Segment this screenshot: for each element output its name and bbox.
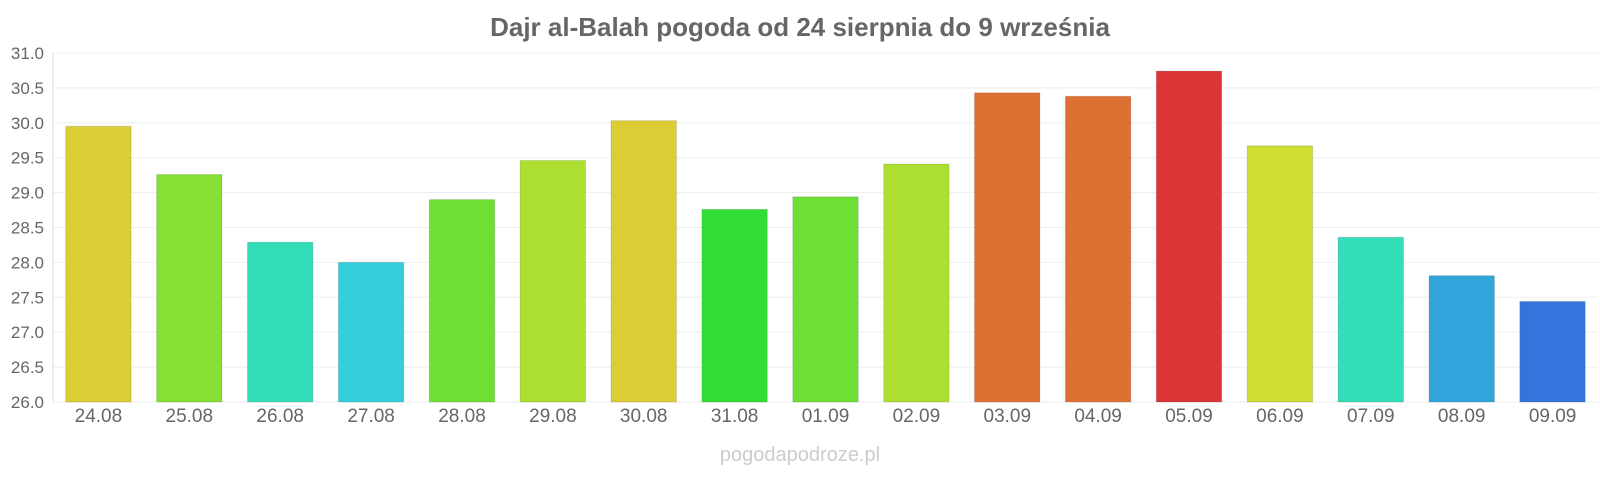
bar bbox=[701, 208, 768, 403]
y-tick-label: 31.0 bbox=[11, 44, 44, 63]
bar bbox=[1246, 145, 1314, 403]
bar bbox=[1337, 236, 1404, 403]
y-tick-label: 26.0 bbox=[11, 393, 44, 412]
x-tick-label: 08.09 bbox=[1438, 406, 1486, 427]
x-tick-label: 07.09 bbox=[1347, 406, 1395, 427]
bar bbox=[1155, 70, 1223, 403]
x-tick-label: 04.09 bbox=[1074, 406, 1122, 427]
bar bbox=[519, 160, 586, 403]
bar bbox=[1519, 301, 1586, 403]
y-tick-label: 26.5 bbox=[11, 358, 44, 377]
y-axis: 31.0 30.5 30.0 29.5 29.0 28.5 28.0 27.5 27.0 26.5… bbox=[11, 44, 54, 412]
x-tick-label: 02.09 bbox=[893, 406, 941, 427]
x-tick-label: 03.09 bbox=[984, 406, 1032, 427]
bar bbox=[792, 196, 859, 403]
bar bbox=[883, 163, 950, 403]
x-tick-label: 24.08 bbox=[75, 406, 123, 427]
x-tick-label: 05.09 bbox=[1165, 406, 1213, 427]
y-tick-label: 27.0 bbox=[11, 323, 44, 342]
y-tick-label: 29.5 bbox=[11, 149, 44, 168]
bar bbox=[610, 120, 677, 403]
bar bbox=[1428, 275, 1495, 403]
chart-title: Dajr al-Balah pogoda od 24 sierpnia do 9… bbox=[490, 12, 1110, 42]
x-tick-label: 31.08 bbox=[711, 406, 759, 427]
x-axis: 24.08 25.08 26.08 27.08 28.08 29.08 30.08 31.08… bbox=[75, 406, 1577, 427]
bar bbox=[156, 174, 223, 403]
bar bbox=[337, 261, 405, 403]
bar bbox=[65, 125, 132, 403]
y-tick-label: 30.5 bbox=[11, 79, 44, 98]
source-watermark: pogodapodroze.pl bbox=[720, 444, 880, 466]
bar bbox=[974, 92, 1041, 403]
x-tick-label: 25.08 bbox=[166, 406, 214, 427]
bar bbox=[247, 241, 314, 403]
bar bbox=[1064, 95, 1132, 403]
bar bbox=[428, 199, 496, 403]
y-tick-label: 30.0 bbox=[11, 114, 44, 133]
x-tick-label: 28.08 bbox=[438, 406, 486, 427]
x-tick-label: 27.08 bbox=[347, 406, 395, 427]
y-tick-label: 27.5 bbox=[11, 288, 44, 307]
x-tick-label: 29.08 bbox=[529, 406, 577, 427]
x-tick-label: 06.09 bbox=[1256, 406, 1304, 427]
x-tick-label: 30.08 bbox=[620, 406, 668, 427]
bars bbox=[65, 70, 1586, 403]
y-tick-label: 28.0 bbox=[11, 253, 44, 272]
x-tick-label: 26.08 bbox=[256, 406, 304, 427]
x-tick-label: 09.09 bbox=[1529, 406, 1577, 427]
y-tick-label: 28.5 bbox=[11, 219, 44, 238]
x-tick-label: 01.09 bbox=[802, 406, 850, 427]
y-tick-label: 29.0 bbox=[11, 184, 44, 203]
